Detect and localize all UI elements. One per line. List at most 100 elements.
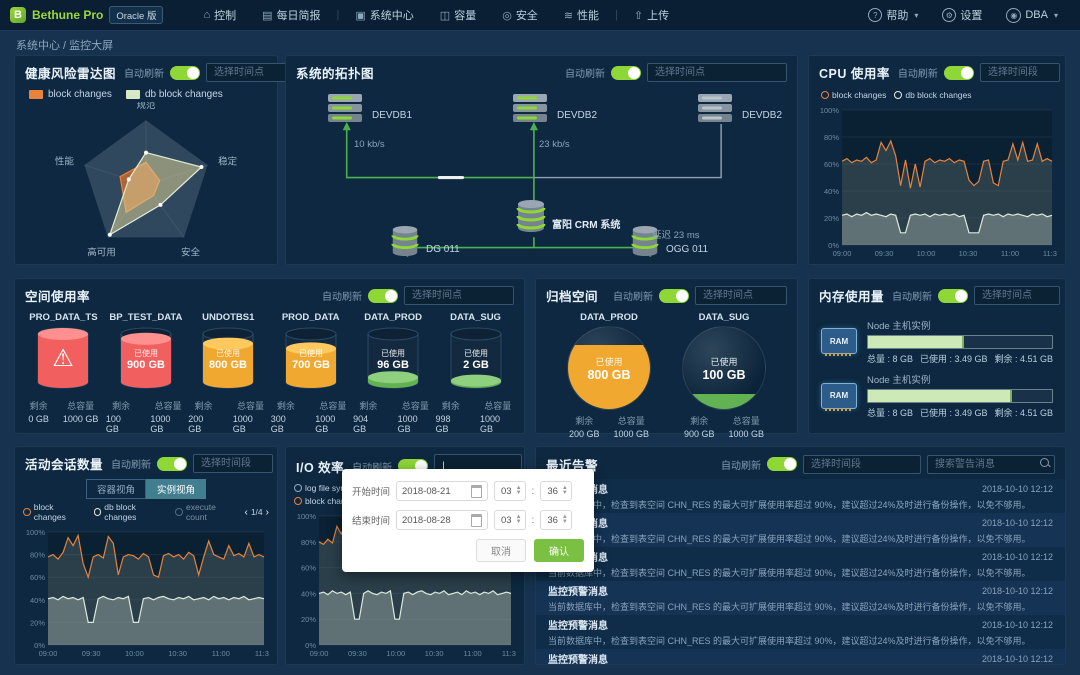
archive-item[interactable]: DATA_PROD 已使用 800 GB 剩余 200 GB 总容量 1000 GB xyxy=(567,312,651,439)
minute-value: 36 xyxy=(547,485,558,497)
gear-icon: ⚙ xyxy=(942,8,957,22)
auto-refresh-toggle[interactable] xyxy=(157,456,188,471)
nav-item-performance[interactable]: ≋ 性能 xyxy=(552,0,611,30)
search-input[interactable] xyxy=(927,455,1055,474)
alert-row[interactable]: 监控预警消息 当前数据库中，检查到表空间 CHN_RES 的最大可扩展使用率超过… xyxy=(536,581,1065,615)
panel-topology: 系统的拓扑图 自动刷新 DEVDB1 xyxy=(285,55,798,265)
sessions-title: 活动会话数量 xyxy=(25,458,104,472)
settings-menu[interactable]: ⚙ 设置 xyxy=(932,0,992,30)
auto-refresh-toggle[interactable] xyxy=(659,288,689,303)
pager-prev[interactable]: ‹ xyxy=(244,506,248,518)
step-down-icon[interactable]: ▼ xyxy=(515,490,522,496)
pager-next[interactable]: › xyxy=(265,506,269,518)
step-down-icon[interactable]: ▼ xyxy=(515,519,522,525)
auto-refresh-toggle[interactable] xyxy=(611,65,641,80)
start-hour-stepper[interactable]: 03 ▲ ▼ xyxy=(494,481,526,501)
user-menu[interactable]: ◉ DBA ▾ xyxy=(996,0,1068,30)
topology-node-devdb2-standby[interactable]: DEVDB2 xyxy=(694,93,782,123)
search-icon[interactable] xyxy=(1040,458,1049,467)
topology-node-devdb1[interactable]: DEVDB1 xyxy=(324,93,412,123)
svg-text:09:30: 09:30 xyxy=(348,649,367,658)
node-label: DEVDB1 xyxy=(372,110,413,121)
tablespace-item[interactable]: PRO_DATA_TS ⚠ 剩余 0 GB 总容量 1000 GB xyxy=(23,312,103,424)
auto-refresh-toggle[interactable] xyxy=(767,457,797,471)
space-title: 空间使用率 xyxy=(25,290,91,304)
legend-db-block-changes[interactable]: db block changes xyxy=(125,89,223,100)
legend-block-changes[interactable]: block changes xyxy=(29,89,112,100)
tablespace-cylinder: 已使用 96 GB xyxy=(367,326,419,395)
end-hour-stepper[interactable]: 03 ▲ ▼ xyxy=(494,510,526,530)
time-point-input[interactable] xyxy=(206,63,293,82)
step-down-icon[interactable]: ▼ xyxy=(561,519,568,525)
legend-log-file-sync[interactable]: log file sync xyxy=(294,483,349,493)
step-up-icon[interactable]: ▲ xyxy=(515,514,522,520)
total-label: 总容量 xyxy=(154,401,182,411)
alert-row[interactable]: 监控预警消息 当前数据库中，检查到表空间 CHN_RES 的最大可扩展使用率超过… xyxy=(536,649,1065,664)
start-date-input[interactable]: 2018-08-21 xyxy=(396,481,489,501)
cancel-button[interactable]: 取消 xyxy=(476,539,526,562)
alert-row[interactable]: 监控预警消息 当前数据库中，检查到表空间 CHN_RES 的最大可扩展使用率超过… xyxy=(536,615,1065,649)
time-point-input[interactable] xyxy=(404,286,514,305)
legend-label: block changes xyxy=(48,89,112,100)
auto-refresh-toggle[interactable] xyxy=(170,65,201,80)
legend-block-changes[interactable]: block changes xyxy=(821,90,886,100)
legend-label: db block changes xyxy=(144,89,223,100)
end-date-input[interactable]: 2018-08-28 xyxy=(396,510,489,530)
svg-text:11:00: 11:00 xyxy=(463,649,481,658)
tablespace-item[interactable]: DATA_PROD 已使用 96 GB 剩余 904 GB 总容量 1000 GB xyxy=(353,312,433,434)
topology-node-crm[interactable]: 富阳 CRM 系统 xyxy=(516,199,620,233)
legend-execute-count[interactable]: execute count xyxy=(175,502,236,522)
auto-refresh-toggle[interactable] xyxy=(938,288,969,303)
topology-node-ogg[interactable]: OGG 011 xyxy=(630,225,708,257)
chevron-down-icon: ▾ xyxy=(914,10,919,20)
tablespace-item[interactable]: UNDOTBS1 已使用 800 GB 剩余 200 GB 总容量 1000 GB xyxy=(188,312,268,434)
link-delay-label: 延迟 23 ms xyxy=(652,230,700,241)
used-label: 已使用 xyxy=(710,356,738,367)
tab-instance-view[interactable]: 实例视角 xyxy=(146,479,207,499)
topology-node-dg[interactable]: DG 011 xyxy=(390,225,460,257)
total-value: 1000 GB xyxy=(150,414,171,434)
time-range-input[interactable] xyxy=(193,454,274,473)
confirm-button[interactable]: 确认 xyxy=(534,539,584,562)
nav-item-capacity[interactable]: ◫ 容量 xyxy=(428,0,488,30)
time-point-input[interactable] xyxy=(695,286,787,305)
step-up-icon[interactable]: ▲ xyxy=(561,514,568,520)
nav-item-upload[interactable]: ⇧ 上传 xyxy=(622,0,681,30)
start-minute-stepper[interactable]: 36 ▲ ▼ xyxy=(540,481,572,501)
archive-item[interactable]: DATA_SUG 已使用 100 GB 剩余 900 GB 总容量 1000 GB xyxy=(682,312,766,439)
legend-db-block-changes[interactable]: db block changes xyxy=(894,90,972,100)
nav-item-security[interactable]: ◎ 安全 xyxy=(490,0,550,30)
time-range-input[interactable] xyxy=(803,454,921,474)
topology-node-devdb2[interactable]: DEVDB2 xyxy=(509,93,597,123)
tab-container-view[interactable]: 容器视角 xyxy=(85,479,146,499)
panel-recent-alerts: 最近告警 自动刷新 监控预警消息 当前数据库中，检查到表空间 CHN_RES 的… xyxy=(535,446,1066,665)
help-menu[interactable]: ? 帮助 ▾ xyxy=(858,0,928,30)
tablespace-item[interactable]: DATA_SUG 已使用 2 GB 剩余 998 GB 总容量 1000 GB xyxy=(436,312,516,434)
tablespace-item[interactable]: BP_TEST_DATA 已使用 900 GB 剩余 100 GB 总容量 1000 … xyxy=(106,312,186,434)
nav-item-system-center[interactable]: ▣ 系统中心 xyxy=(343,0,425,30)
alert-row[interactable]: 监控预警消息 当前数据库中，检查到表空间 CHN_RES 的最大可扩展使用率超过… xyxy=(536,513,1065,547)
alert-row[interactable]: 监控预警消息 当前数据库中，检查到表空间 CHN_RES 的最大可扩展使用率超过… xyxy=(536,547,1065,581)
time-point-input[interactable] xyxy=(647,63,787,82)
auto-refresh-toggle[interactable] xyxy=(943,65,974,80)
time-point-input[interactable] xyxy=(974,286,1061,305)
panel-io-efficiency: I/O 效率 自动刷新 | log file sync log file p b… xyxy=(285,446,594,665)
step-up-icon[interactable]: ▲ xyxy=(561,485,568,491)
legend-block-changes[interactable]: block changes xyxy=(23,502,86,522)
nav-item-control[interactable]: ⌂ 控制 xyxy=(191,0,248,30)
topology-canvas: DEVDB1 DEVDB2 DEVDB2 xyxy=(286,87,797,264)
alert-row[interactable]: 监控预警消息 当前数据库中，检查到表空间 CHN_RES 的最大可扩展使用率超过… xyxy=(536,479,1065,513)
legend-db-block-changes[interactable]: db block changes xyxy=(93,502,168,522)
time-range-input[interactable] xyxy=(979,63,1060,82)
step-up-icon[interactable]: ▲ xyxy=(515,485,522,491)
brand-edition-badge[interactable]: Oracle 版 xyxy=(109,6,164,24)
avatar: ◉ xyxy=(1006,7,1022,23)
tablespace-item[interactable]: PROD_DATA 已使用 700 GB 剩余 300 GB 总容量 1000 GB xyxy=(271,312,351,434)
auto-refresh-toggle[interactable] xyxy=(368,288,398,303)
nav-item-daily-report[interactable]: ▤ 每日简报 xyxy=(250,0,332,30)
step-down-icon[interactable]: ▼ xyxy=(561,490,568,496)
legend-label: block changes xyxy=(33,502,66,522)
legend-block-changes[interactable]: block changes xyxy=(294,496,359,506)
time-colon: : xyxy=(531,514,535,526)
end-minute-stepper[interactable]: 36 ▲ ▼ xyxy=(540,510,572,530)
